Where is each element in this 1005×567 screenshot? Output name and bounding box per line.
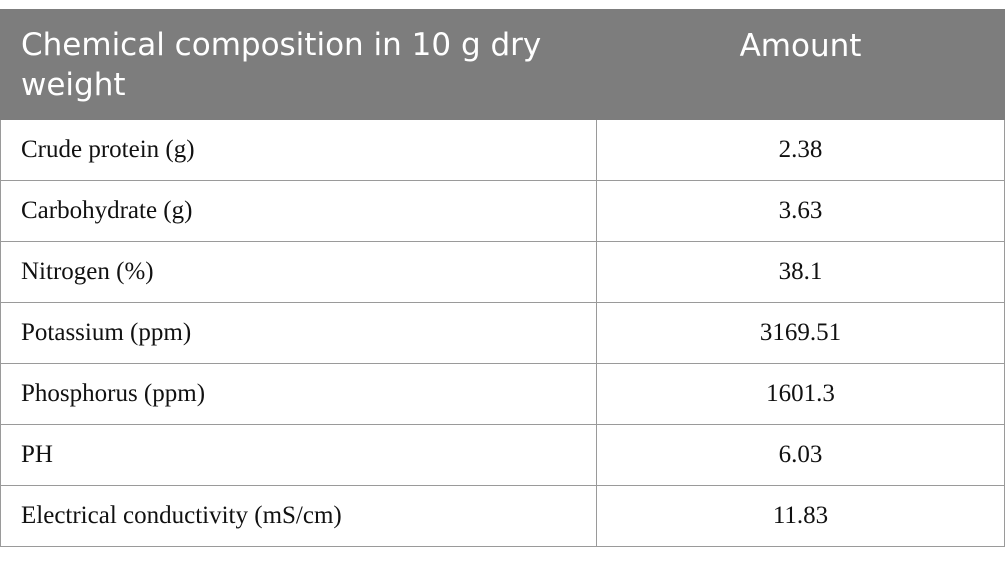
row-value: 11.83 [596,485,1005,547]
row-label: Potassium (ppm) [0,302,597,364]
table-row: Carbohydrate (g) 3.63 [0,180,1005,242]
table-header-row: Chemical composition in 10 g dry weight … [0,9,1005,120]
row-value: 6.03 [596,424,1005,486]
table-row: PH 6.03 [0,424,1005,486]
row-label: Electrical conductivity (mS/cm) [0,485,597,547]
row-value: 3.63 [596,180,1005,242]
row-label: Phosphorus (ppm) [0,363,597,425]
composition-table: Chemical composition in 10 g dry weight … [0,9,1005,547]
table-row: Potassium (ppm) 3169.51 [0,302,1005,364]
header-chemical-composition: Chemical composition in 10 g dry weight [0,9,597,120]
row-label: PH [0,424,597,486]
row-label: Carbohydrate (g) [0,180,597,242]
row-label: Crude protein (g) [0,119,597,181]
row-value: 38.1 [596,241,1005,303]
row-value: 3169.51 [596,302,1005,364]
row-value: 2.38 [596,119,1005,181]
table-row: Electrical conductivity (mS/cm) 11.83 [0,485,1005,547]
row-label: Nitrogen (%) [0,241,597,303]
table-row: Crude protein (g) 2.38 [0,119,1005,181]
table-row: Phosphorus (ppm) 1601.3 [0,363,1005,425]
header-amount: Amount [596,9,1005,120]
table-row: Nitrogen (%) 38.1 [0,241,1005,303]
composition-table-container: Chemical composition in 10 g dry weight … [0,9,1005,547]
row-value: 1601.3 [596,363,1005,425]
